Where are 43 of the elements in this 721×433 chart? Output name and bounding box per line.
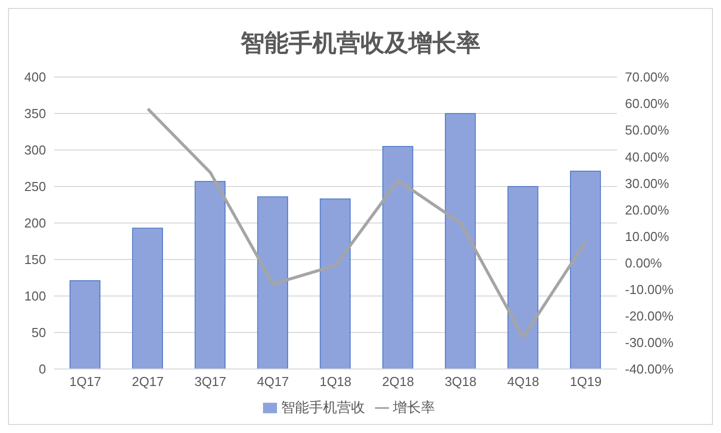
bar (70, 280, 100, 369)
x-tick-label: 1Q19 (570, 374, 602, 390)
y-tick-label: 100 (24, 288, 46, 304)
x-tick-label: 2Q17 (132, 374, 164, 390)
x-tick-label: 2Q18 (382, 374, 414, 390)
x-tick-label: 4Q17 (257, 374, 289, 390)
y2-tick-label: 20.00% (625, 202, 670, 218)
chart-title: 智能手机营收及增长率 (239, 29, 482, 59)
y2-tick-label: -20.00% (625, 308, 674, 324)
y-tick-label: 250 (24, 179, 46, 194)
y2-tick-label: 10.00% (625, 228, 670, 244)
x-tick-label: 3Q18 (444, 374, 477, 390)
bar (257, 196, 288, 369)
y2-tick-label: 60.00% (625, 96, 670, 112)
y2-tick-label: 40.00% (625, 149, 670, 164)
y-tick-label: 0 (38, 362, 46, 377)
bar (570, 170, 601, 369)
legend-label: 智能手机营收 (281, 399, 365, 415)
x-tick-label: 3Q17 (194, 374, 226, 390)
y-tick-label: 50 (32, 325, 46, 340)
bar (320, 198, 351, 369)
y2-tick-label: -10.00% (625, 282, 674, 297)
y-tick-label: 200 (24, 216, 46, 231)
bar (507, 186, 538, 369)
x-tick-label: 4Q18 (507, 374, 540, 390)
line-series (146, 107, 588, 339)
y2-tick-label: -40.00% (625, 362, 674, 377)
y-tick-label: 400 (24, 70, 46, 85)
y2-tick-label: 70.00% (625, 70, 670, 85)
bar (444, 113, 476, 369)
legend-label: 增长率 (393, 399, 435, 415)
x-tick-label: 1Q17 (69, 374, 102, 390)
y-tick-label: 300 (24, 142, 46, 158)
bar (194, 180, 226, 369)
y2-tick-label: 30.00% (625, 176, 670, 191)
y-tick-label: 150 (24, 252, 46, 268)
y2-tick-label: 0.00% (625, 255, 662, 270)
y2-tick-label: 50.00% (625, 122, 670, 138)
x-tick-label: 1Q18 (320, 374, 352, 390)
bar (132, 228, 163, 369)
bar (382, 146, 414, 369)
y-tick-label: 350 (24, 106, 46, 122)
y2-tick-label: -30.00% (625, 335, 674, 350)
